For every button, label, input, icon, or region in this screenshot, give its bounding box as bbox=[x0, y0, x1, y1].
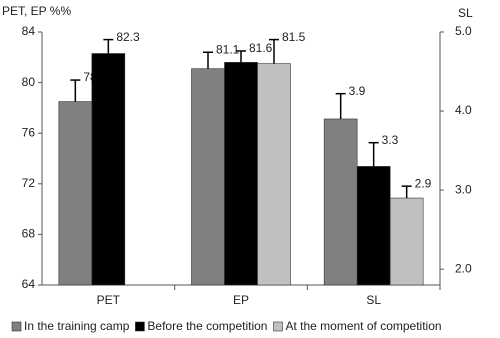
y-tick-label: 64 bbox=[22, 277, 36, 291]
legend-swatch bbox=[273, 321, 283, 332]
bar bbox=[191, 68, 225, 286]
data-label: 3.9 bbox=[349, 84, 366, 98]
bar bbox=[356, 166, 391, 286]
legend-label: Before the competition bbox=[147, 319, 267, 333]
x-tick-label: EP bbox=[233, 293, 249, 307]
y-tick-label: 72 bbox=[22, 176, 36, 190]
data-label: 81.5 bbox=[282, 30, 306, 44]
x-tick-label: PET bbox=[97, 293, 121, 307]
y-axis-label: PET, EP %% bbox=[2, 4, 71, 18]
data-label: 3.3 bbox=[382, 133, 399, 147]
y-tick-label: 68 bbox=[22, 227, 36, 241]
y-tick-label: 84 bbox=[22, 24, 36, 38]
y-tick-label: 80 bbox=[22, 75, 36, 89]
data-label: 82.3 bbox=[116, 30, 140, 44]
y2-tick-label: 2.0 bbox=[455, 261, 472, 275]
y2-axis-label: SL bbox=[458, 6, 473, 20]
data-label: 2.9 bbox=[415, 176, 432, 190]
legend-label: At the moment of competition bbox=[285, 319, 441, 333]
y2-tick-label: 4.0 bbox=[455, 103, 472, 117]
y2-tick-label: 5.0 bbox=[455, 24, 472, 38]
legend-label: In the training camp bbox=[24, 319, 130, 333]
data-label: 81.6 bbox=[249, 41, 273, 55]
y-tick-label: 76 bbox=[22, 125, 36, 139]
data-label: 81.1 bbox=[216, 42, 240, 56]
y2-tick-label: 3.0 bbox=[455, 182, 472, 196]
bar bbox=[389, 197, 424, 286]
bar bbox=[257, 63, 291, 286]
bar bbox=[323, 118, 358, 286]
x-tick-label: SL bbox=[366, 293, 381, 307]
legend-swatch bbox=[11, 321, 22, 332]
bar bbox=[91, 53, 126, 286]
bar bbox=[58, 101, 93, 286]
legend-swatch bbox=[135, 321, 145, 332]
bar bbox=[224, 62, 258, 286]
